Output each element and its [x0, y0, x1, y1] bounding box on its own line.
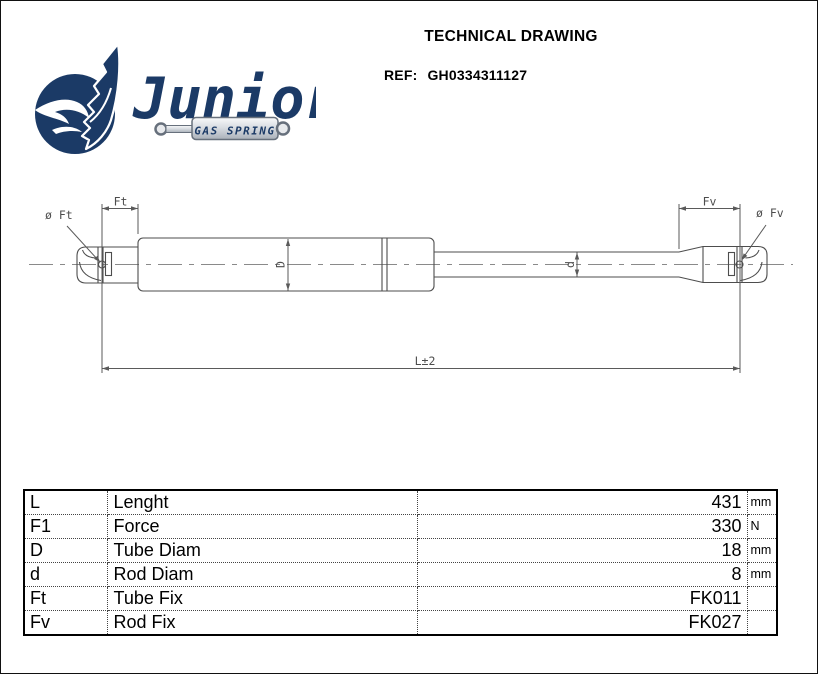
spring-rod — [165, 125, 195, 133]
row-value: 18 — [416, 538, 748, 563]
gas-spring-drawing: Ft Fv ø Ft ø Fv L±2 D d — [29, 195, 793, 373]
page-title: TECHNICAL DRAWING — [424, 28, 598, 45]
rod-end-fitting — [678, 245, 768, 284]
tube-end-fitting — [76, 246, 138, 284]
dim-label-tube-diam: D — [274, 261, 288, 268]
dimension-arrowheads — [94, 206, 748, 371]
row-unit — [746, 586, 778, 611]
row-name: Lenght — [106, 489, 418, 515]
row-unit: N — [746, 514, 778, 539]
spec-table: L Lenght 431 mm F1 Force 330 N D Tube Di… — [23, 489, 778, 636]
row-symbol: Ft — [23, 586, 108, 611]
eagle-wing-icon — [80, 42, 121, 151]
row-value: FK011 — [416, 586, 748, 611]
table-row-rod-fix: Fv Rod Fix FK027 — [23, 610, 778, 636]
row-symbol: Fv — [23, 610, 108, 636]
dim-label-dia-ft: ø Ft — [45, 208, 73, 222]
row-name: Tube Diam — [106, 538, 418, 563]
table-row-length: L Lenght 431 mm — [23, 489, 778, 515]
row-value: 8 — [416, 562, 748, 587]
logo-tagline-text: GAS SPRING — [194, 125, 275, 138]
eagle-beak-icon — [52, 126, 82, 134]
dim-label-fv: Fv — [703, 195, 717, 209]
dim-label-rod-diam: d — [563, 261, 577, 268]
row-value: FK027 — [416, 610, 748, 636]
row-name: Rod Diam — [106, 562, 418, 587]
spring-left-eyelet — [154, 122, 168, 136]
row-symbol: d — [23, 562, 108, 587]
row-name: Tube Fix — [106, 586, 418, 611]
eagle-head-icon — [35, 99, 89, 124]
row-symbol: F1 — [23, 514, 108, 539]
table-row-rod-diam: d Rod Diam 8 mm — [23, 562, 778, 587]
logo-gas-spring-icon: GAS SPRING — [154, 116, 291, 141]
junior-logo: Junior GAS SPRING — [35, 42, 316, 154]
table-row-tube-diam: D Tube Diam 18 mm — [23, 538, 778, 563]
row-value: 330 — [416, 514, 748, 539]
row-symbol: L — [23, 489, 108, 515]
row-value: 431 — [416, 489, 748, 515]
dim-label-ft: Ft — [114, 195, 128, 209]
wing-feather-line — [89, 87, 112, 123]
dim-label-length: L±2 — [415, 354, 436, 368]
row-unit: mm — [746, 489, 778, 515]
table-row-tube-fix: Ft Tube Fix FK011 — [23, 586, 778, 611]
dimension-lines — [66, 204, 767, 373]
row-unit: mm — [746, 562, 778, 587]
ref-label: REF: — [384, 67, 418, 83]
row-symbol: D — [23, 538, 108, 563]
ref-line: REF: GH0334311127 — [384, 67, 527, 83]
row-name: Rod Fix — [106, 610, 418, 636]
row-unit: mm — [746, 538, 778, 563]
dim-label-dia-fv: ø Fv — [756, 206, 784, 220]
spring-right-eyelet — [275, 121, 291, 136]
table-row-force: F1 Force 330 N — [23, 514, 778, 539]
row-unit — [746, 610, 778, 636]
row-name: Force — [106, 514, 418, 539]
tube-body — [137, 237, 435, 292]
ref-value: GH0334311127 — [427, 67, 528, 83]
piston-rod — [434, 251, 679, 278]
